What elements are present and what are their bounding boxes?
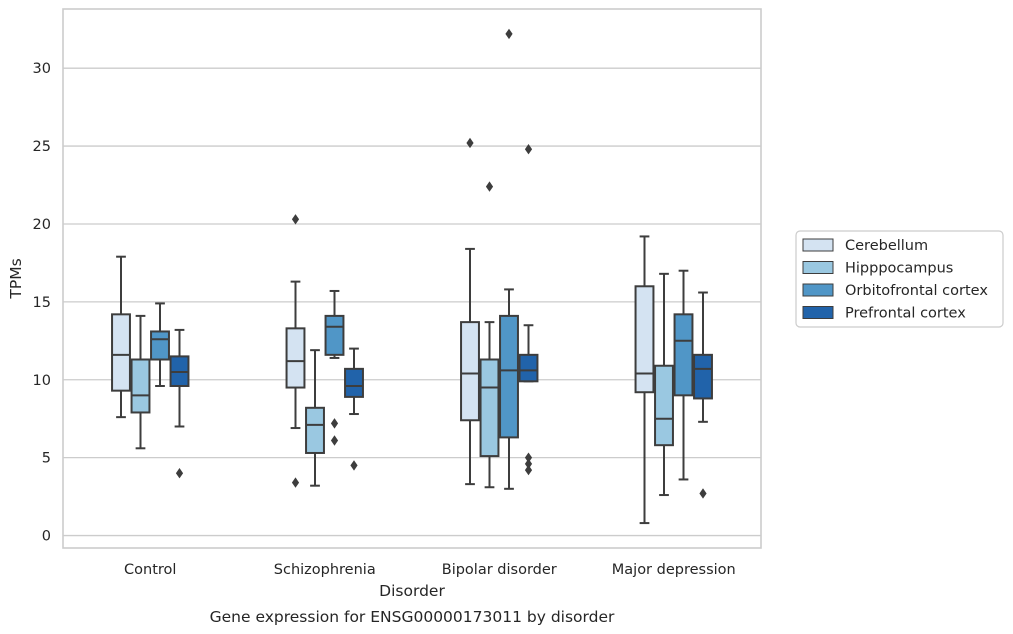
box-cerebellum xyxy=(460,137,480,486)
outlier-point xyxy=(505,28,513,40)
legend-swatch xyxy=(802,283,834,297)
y-tick-label: 25 xyxy=(33,139,51,155)
legend-label: Cerebellum xyxy=(845,238,928,254)
outlier-point xyxy=(330,435,339,446)
box-hipppocampus xyxy=(654,272,674,497)
box-hipppocampus xyxy=(479,181,500,489)
x-tick-label: Major depression xyxy=(612,562,736,578)
outlier-point xyxy=(175,468,184,479)
box-series xyxy=(111,28,713,525)
y-tick-label: 0 xyxy=(42,529,51,545)
box-iqr xyxy=(654,364,674,447)
box-iqr xyxy=(693,353,713,400)
legend: Cerebellum Hipppocampus Orbitofrontal cort… xyxy=(795,230,1004,328)
y-tick-label: 5 xyxy=(42,451,51,467)
box-hipppocampus xyxy=(130,314,151,450)
box-iqr xyxy=(499,314,519,439)
legend-label: Prefrontal cortex xyxy=(845,306,966,322)
outlier-point xyxy=(524,464,533,476)
box-iqr xyxy=(479,358,500,458)
box-iqr xyxy=(460,321,480,422)
outlier-point xyxy=(291,214,300,225)
box-cerebellum xyxy=(285,214,306,488)
x-axis-ticks: Control Schizophrenia Bipolar disorder Majo… xyxy=(124,562,736,578)
chart-title: Gene expression for ENSG00000173011 by d… xyxy=(210,608,615,626)
outlier-point xyxy=(485,181,494,192)
x-tick-label: Bipolar disorder xyxy=(442,562,557,578)
outlier-point xyxy=(330,418,339,429)
y-tick-label: 30 xyxy=(33,61,51,77)
box-hipppocampus xyxy=(305,349,325,487)
y-tick-label: 20 xyxy=(33,217,51,233)
box-orbitofrontal-cortex xyxy=(324,289,345,446)
box-orbitofrontal-cortex xyxy=(499,28,519,490)
box-orbitofrontal-cortex xyxy=(673,269,694,481)
outlier-point xyxy=(524,144,533,155)
box-prefrontal-cortex xyxy=(518,144,539,476)
legend-swatch xyxy=(802,306,834,319)
y-tick-label: 10 xyxy=(33,373,51,389)
outlier-point xyxy=(524,452,533,463)
legend-swatch xyxy=(802,261,834,274)
box-iqr xyxy=(285,327,306,389)
box-cerebellum xyxy=(111,255,131,419)
box-iqr xyxy=(130,358,151,414)
box-prefrontal-cortex xyxy=(344,347,364,471)
box-iqr xyxy=(634,285,655,394)
outlier-point xyxy=(350,460,358,471)
outlier-point xyxy=(466,137,474,149)
x-tick-label: Schizophrenia xyxy=(274,562,376,578)
y-axis-ticks: 0 5 10 15 20 25 30 xyxy=(33,61,51,544)
y-tick-label: 15 xyxy=(33,295,51,311)
box-iqr xyxy=(150,330,170,361)
box-orbitofrontal-cortex xyxy=(150,302,170,387)
box-prefrontal-cortex xyxy=(169,328,190,479)
box-iqr xyxy=(111,313,131,392)
box-iqr xyxy=(324,314,345,356)
box-iqr xyxy=(518,353,539,383)
outlier-point xyxy=(524,458,533,470)
box-prefrontal-cortex xyxy=(693,291,713,499)
plot-frame xyxy=(62,8,762,549)
box-iqr xyxy=(305,406,325,454)
legend-label: Hipppocampus xyxy=(845,261,953,277)
outlier-point xyxy=(291,477,300,488)
y-axis-label: TPMs xyxy=(7,258,25,299)
outlier-point xyxy=(699,488,707,499)
box-iqr xyxy=(344,367,364,398)
legend-label: Orbitofrontal cortex xyxy=(845,283,988,299)
x-axis-label: Disorder xyxy=(379,582,445,600)
x-tick-label: Control xyxy=(124,562,176,578)
legend-frame xyxy=(795,230,1004,328)
legend-swatch xyxy=(802,238,834,252)
box-cerebellum xyxy=(634,235,655,525)
box-iqr xyxy=(673,313,694,397)
